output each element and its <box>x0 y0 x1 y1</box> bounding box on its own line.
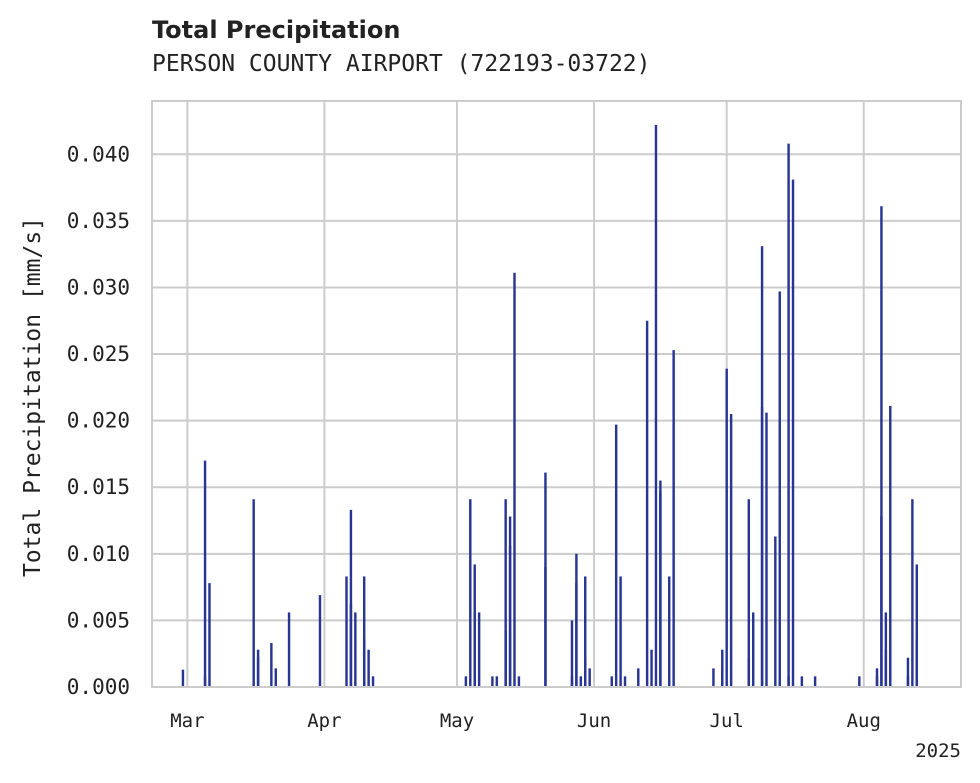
y-tick-label: 0.020 <box>67 409 130 433</box>
precip-bar <box>504 499 507 687</box>
precip-bar <box>858 676 861 687</box>
precip-bar <box>513 272 516 687</box>
precip-bar <box>570 620 574 687</box>
x-tick-label: Mar <box>170 710 204 732</box>
y-tick-label: 0.000 <box>67 675 130 699</box>
precip-bar <box>654 124 658 688</box>
precip-bar <box>884 649 888 687</box>
precip-bar <box>623 676 627 687</box>
precip-bar <box>725 368 728 687</box>
precip-bar <box>610 676 613 687</box>
precip-bar <box>672 350 675 687</box>
precip-bar <box>469 499 472 687</box>
precip-bar <box>270 643 273 687</box>
precip-bar <box>208 583 211 687</box>
precip-bar <box>911 499 914 687</box>
precip-bar <box>765 412 768 687</box>
gridlines <box>152 101 961 688</box>
precip-bar <box>464 676 468 687</box>
precip-bar <box>203 460 207 687</box>
precip-bar <box>579 676 583 687</box>
precip-bar <box>787 143 790 688</box>
precip-bar <box>752 612 755 687</box>
plot-frame <box>151 100 962 688</box>
precip-bar <box>729 413 733 687</box>
precip-bar <box>645 320 649 687</box>
precip-bar <box>588 668 591 687</box>
y-tick-label: 0.010 <box>67 542 130 566</box>
x-axis-year-label: 2025 <box>915 740 961 762</box>
y-tick-label: 0.015 <box>67 475 130 499</box>
precip-bar <box>800 676 804 687</box>
precip-bar <box>491 676 494 687</box>
precip-bar <box>889 405 892 687</box>
precip-bar <box>778 291 781 687</box>
x-tick-label: Jul <box>710 710 744 732</box>
y-axis-label: Total Precipitation [mm/s] <box>20 217 46 577</box>
precip-bar <box>256 657 260 687</box>
precip-bar <box>367 649 370 687</box>
precip-bar <box>915 564 919 687</box>
bar-series <box>181 124 919 688</box>
precip-bar <box>181 669 185 687</box>
precip-bar <box>287 612 291 687</box>
y-tick-label: 0.040 <box>67 142 130 166</box>
precip-bar <box>544 472 547 687</box>
precip-bar <box>517 676 521 687</box>
chart-title: Total Precipitation <box>152 16 401 44</box>
precip-bar <box>915 639 919 687</box>
precip-bar <box>813 676 817 687</box>
precip-bar <box>318 595 322 687</box>
precip-bar <box>345 576 348 687</box>
precip-bar <box>473 612 476 687</box>
y-tick-label: 0.025 <box>67 342 130 366</box>
precip-bar <box>575 583 578 687</box>
precip-bar <box>495 676 499 687</box>
precip-bar <box>880 206 883 688</box>
precip-bar <box>889 639 892 687</box>
chart-subtitle: PERSON COUNTY AIRPORT (722193-03722) <box>152 51 651 77</box>
precip-bar <box>362 576 366 687</box>
precip-bar <box>584 657 587 687</box>
precip-bar <box>584 576 587 687</box>
precip-bar <box>274 668 277 687</box>
precip-bar <box>477 612 481 687</box>
precip-bar <box>619 576 622 687</box>
precip-bar <box>774 536 777 687</box>
precip-bar <box>712 668 715 687</box>
precip-bar <box>508 516 512 687</box>
y-axis-ticks: 0.000 0.005 0.010 0.015 0.020 0.025 0.030 0.035… <box>67 142 130 699</box>
x-tick-label: Aug <box>847 710 881 732</box>
precip-bar <box>650 649 653 687</box>
precip-bar <box>614 424 618 687</box>
precip-bar <box>371 676 375 687</box>
precip-bar <box>791 179 795 687</box>
precip-bar <box>875 668 879 687</box>
x-tick-label: Jun <box>577 710 611 732</box>
precip-bar <box>668 576 671 687</box>
precip-bar <box>760 246 764 687</box>
precip-bar <box>354 612 357 687</box>
y-tick-label: 0.035 <box>67 209 130 233</box>
precip-bar <box>349 604 353 687</box>
x-axis-ticks: Mar Apr May Jun Jul Aug <box>170 710 881 732</box>
y-tick-label: 0.030 <box>67 275 130 299</box>
x-tick-label: Apr <box>307 710 341 732</box>
precip-bar <box>721 668 724 687</box>
y-tick-label: 0.005 <box>67 608 130 632</box>
precip-bar <box>659 491 662 687</box>
x-tick-label: May <box>440 710 474 732</box>
precip-bar <box>349 509 353 687</box>
precip-bar <box>637 668 640 687</box>
precip-bar <box>906 657 910 687</box>
precip-bar <box>747 499 751 687</box>
precip-bar <box>252 499 255 687</box>
